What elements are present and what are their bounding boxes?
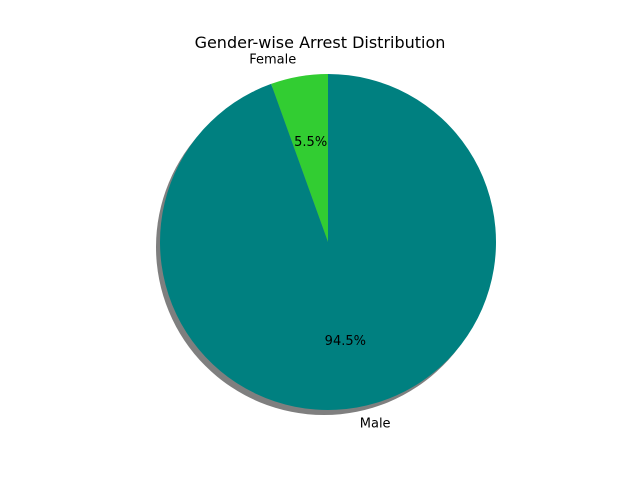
pie-slice-male [160, 74, 497, 410]
pie-percent-female: 5.5% [294, 135, 327, 150]
chart-title: Gender-wise Arrest Distribution [194, 33, 446, 52]
pie-percent-male: 94.5% [325, 334, 366, 349]
pie-slice-female [271, 74, 328, 242]
pie-label-male: Male [360, 417, 391, 432]
pie-label-female: Female [249, 52, 296, 67]
